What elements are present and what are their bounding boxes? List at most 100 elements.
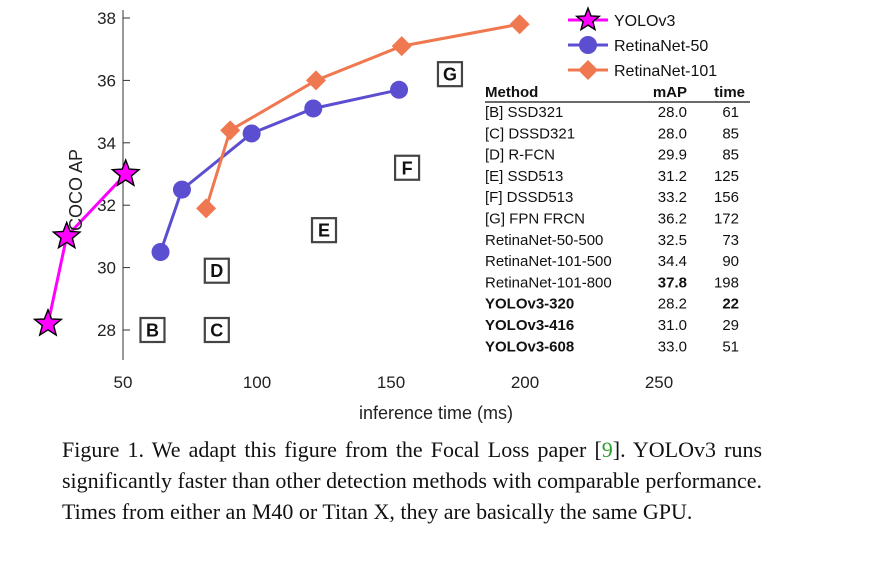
- diamond-marker: [509, 14, 530, 35]
- diamond-marker: [220, 120, 241, 141]
- star-marker: [32, 307, 64, 337]
- legend-entry-yolov3: YOLOv3: [568, 6, 675, 32]
- table-cell-map: 37.8: [658, 274, 687, 291]
- table-row: [G] FPN FRCN 36.2 172: [485, 211, 739, 228]
- x-axis-label: inference time (ms): [359, 403, 513, 423]
- x-tick-label: 50: [114, 373, 133, 392]
- table-cell-method: [G] FPN FRCN: [485, 211, 585, 228]
- table-cell-method: YOLOv3-416: [485, 317, 574, 334]
- series-retinanet-101: [196, 14, 530, 219]
- y-tick-label: 38: [97, 9, 116, 28]
- table-cell-method: RetinaNet-101-800: [485, 274, 612, 291]
- method-box-g: G: [436, 61, 464, 88]
- table-cell-method: [B] SSD321: [485, 104, 563, 121]
- table-cell-time: 125: [714, 168, 739, 185]
- table-row: RetinaNet-50-500 32.5 73: [485, 232, 739, 249]
- table-cell-map: 28.2: [658, 296, 687, 313]
- y-axis-label: COCO AP: [66, 149, 86, 231]
- legend-label: YOLOv3: [614, 13, 675, 30]
- table-row: [D] R-FCN 29.9 85: [485, 147, 739, 164]
- table-cell-method: RetinaNet-101-500: [485, 253, 612, 270]
- table-cell-time: 73: [722, 232, 739, 249]
- table-cell-time: 85: [722, 125, 739, 142]
- series-layer: [32, 14, 530, 337]
- method-box-c: C: [203, 316, 230, 344]
- method-box-label: D: [210, 261, 223, 281]
- circle-marker: [242, 124, 261, 143]
- legend: YOLOv3 RetinaNet-50 RetinaNet-101: [568, 6, 717, 80]
- axes: 28 30 32 34 36 38 50 100 150 200 250: [97, 9, 673, 392]
- caption-suffix: ]. YOLOv3 runs significantly faster than…: [62, 437, 763, 524]
- star-marker: [51, 220, 82, 250]
- table-header-cell: time: [714, 84, 745, 101]
- method-box-frame: [310, 217, 338, 244]
- diamond-marker: [391, 36, 412, 57]
- circle-marker: [304, 99, 323, 118]
- method-box-frame: [203, 257, 230, 284]
- table-cell-map: 28.0: [658, 104, 687, 121]
- star-marker: [574, 6, 602, 32]
- table-cell-map: 33.0: [658, 338, 687, 355]
- x-tick-label: 250: [645, 373, 673, 392]
- table-cell-map: 31.0: [658, 317, 687, 334]
- y-tick-label: 34: [97, 134, 116, 153]
- caption-reference-link[interactable]: 9: [601, 437, 613, 462]
- method-box-label: B: [146, 321, 159, 341]
- table-header-cell: Method: [485, 84, 538, 101]
- method-box-label: F: [402, 158, 413, 178]
- caption-prefix: Figure 1. We adapt this figure from the …: [62, 437, 602, 462]
- table-cell-method: RetinaNet-50-500: [485, 232, 603, 249]
- method-box-d: D: [203, 257, 230, 284]
- y-tick-label: 32: [97, 196, 116, 215]
- table-cell-time: 85: [722, 147, 739, 164]
- x-tick-label: 150: [377, 373, 405, 392]
- table-cell-time: 198: [714, 274, 739, 291]
- table-cell-method: [F] DSSD513: [485, 189, 573, 206]
- diamond-marker: [305, 70, 326, 91]
- table-cell-map: 32.5: [658, 232, 687, 249]
- method-box-e: E: [310, 217, 338, 244]
- method-boxes: B C D E F G: [139, 61, 464, 344]
- table-cell-time: 156: [714, 189, 739, 206]
- method-box-f: F: [393, 154, 421, 181]
- table-cell-method: [D] R-FCN: [485, 147, 555, 164]
- table-row: [F] DSSD513 33.2 156: [485, 189, 739, 206]
- y-tick-label: 36: [97, 71, 116, 90]
- x-tick-label: 200: [511, 373, 539, 392]
- y-tick-label: 30: [97, 259, 116, 278]
- table-cell-map: 36.2: [658, 211, 687, 228]
- table-cell-map: 33.2: [658, 189, 687, 206]
- method-box-label: E: [318, 221, 330, 241]
- table-cell-map: 34.4: [658, 253, 687, 270]
- method-box-frame: [436, 61, 464, 88]
- legend-label: RetinaNet-50: [614, 38, 708, 55]
- method-box-frame: [393, 154, 421, 181]
- table-row: YOLOv3-320 28.2 22: [485, 296, 739, 313]
- series-yolov3: [32, 158, 141, 337]
- table-cell-time: 61: [722, 104, 739, 121]
- table-cell-time: 51: [722, 338, 739, 355]
- table-cell-time: 172: [714, 211, 739, 228]
- table-cell-method: [E] SSD513: [485, 168, 563, 185]
- table-header-cell: mAP: [653, 84, 687, 101]
- circle-marker: [172, 180, 191, 199]
- table-header: Method mAP time: [485, 84, 745, 101]
- table-row: [B] SSD321 28.0 61: [485, 104, 739, 121]
- legend-entry-retinanet-50: RetinaNet-50: [568, 36, 708, 55]
- legend-label: RetinaNet-101: [614, 63, 717, 80]
- table-row: YOLOv3-608 33.0 51: [485, 338, 739, 355]
- table-row: RetinaNet-101-800 37.8 198: [485, 274, 739, 291]
- method-box-frame: [203, 316, 230, 344]
- diamond-marker: [196, 198, 217, 219]
- table-cell-map: 31.2: [658, 168, 687, 185]
- table-cell-map: 28.0: [658, 125, 687, 142]
- series-retinanet-50: [151, 80, 409, 261]
- method-box-label: C: [210, 321, 223, 341]
- table-row: [C] DSSD321 28.0 85: [485, 125, 739, 142]
- circle-marker: [390, 80, 409, 99]
- series-line: [204, 22, 520, 209]
- table-cell-time: 90: [722, 253, 739, 270]
- table-cell-method: YOLOv3-320: [485, 296, 574, 313]
- table-cell-time: 22: [722, 296, 739, 313]
- table-cell-method: YOLOv3-608: [485, 338, 574, 355]
